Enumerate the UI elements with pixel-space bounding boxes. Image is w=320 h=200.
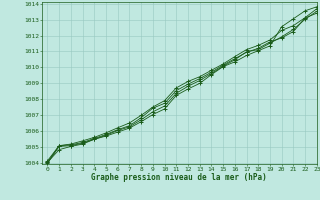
X-axis label: Graphe pression niveau de la mer (hPa): Graphe pression niveau de la mer (hPa): [91, 173, 267, 182]
